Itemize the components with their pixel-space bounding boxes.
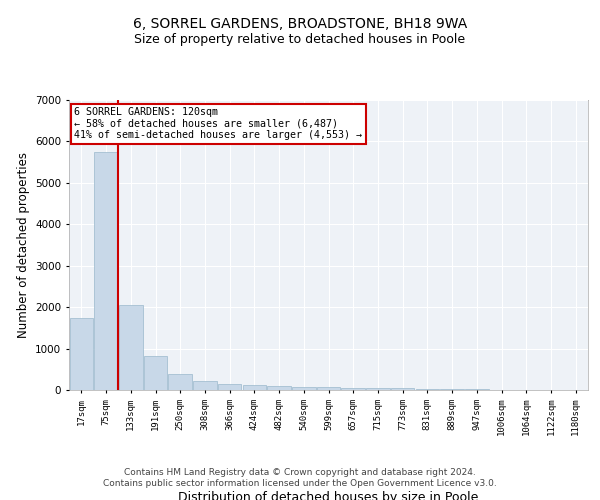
Bar xyxy=(391,388,415,390)
Bar xyxy=(144,356,167,390)
Y-axis label: Number of detached properties: Number of detached properties xyxy=(17,152,29,338)
Text: 6, SORREL GARDENS, BROADSTONE, BH18 9WA: 6, SORREL GARDENS, BROADSTONE, BH18 9WA xyxy=(133,18,467,32)
Bar xyxy=(193,381,217,390)
Bar xyxy=(268,386,291,390)
X-axis label: Distribution of detached houses by size in Poole: Distribution of detached houses by size … xyxy=(178,491,479,500)
Bar xyxy=(292,386,316,390)
Bar xyxy=(242,385,266,390)
Bar xyxy=(317,386,340,390)
Text: Size of property relative to detached houses in Poole: Size of property relative to detached ho… xyxy=(134,32,466,46)
Bar xyxy=(70,318,93,390)
Bar xyxy=(169,374,192,390)
Bar xyxy=(94,152,118,390)
Bar xyxy=(218,384,241,390)
Text: 6 SORREL GARDENS: 120sqm
← 58% of detached houses are smaller (6,487)
41% of sem: 6 SORREL GARDENS: 120sqm ← 58% of detach… xyxy=(74,108,362,140)
Bar xyxy=(440,389,464,390)
Text: Contains HM Land Registry data © Crown copyright and database right 2024.
Contai: Contains HM Land Registry data © Crown c… xyxy=(103,468,497,487)
Bar xyxy=(119,305,143,390)
Bar xyxy=(341,388,365,390)
Bar xyxy=(416,389,439,390)
Bar xyxy=(366,388,389,390)
